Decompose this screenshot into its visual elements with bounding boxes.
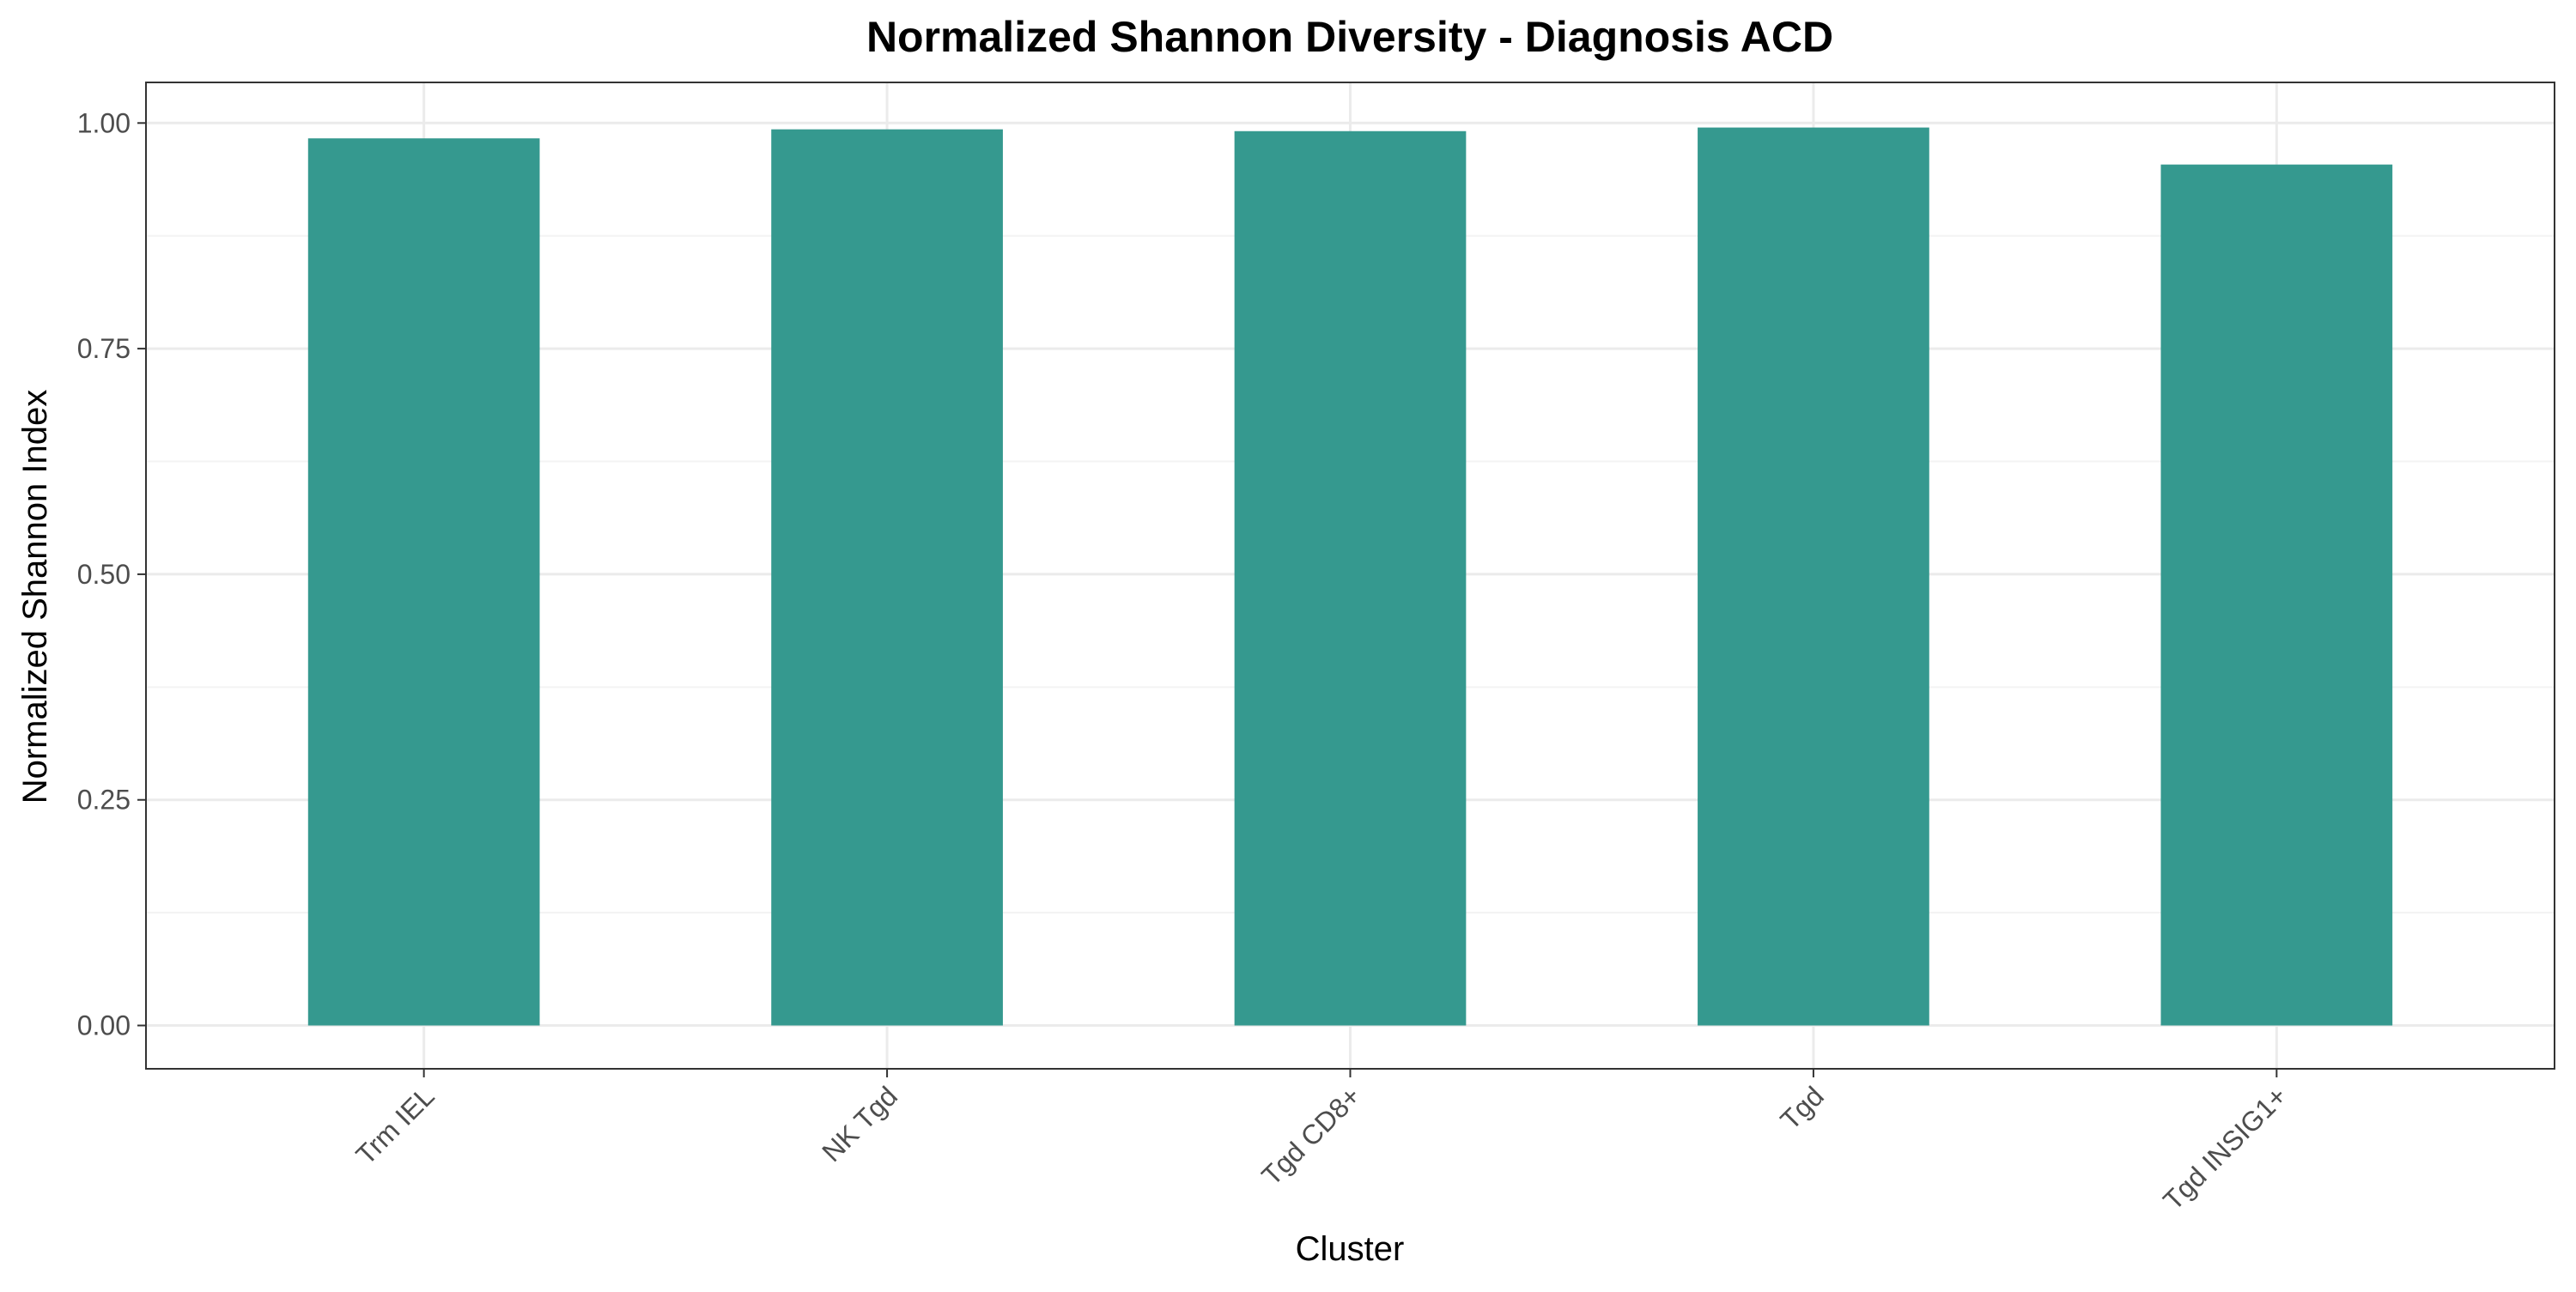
x-axis: Trm IEL NK Tgd Tgd CD8+ Tgd Tgd INSIG1+ — [350, 1069, 2293, 1216]
bar-tgd-cd8 — [1234, 130, 1467, 1026]
y-tick-label: 0.50 — [77, 559, 131, 590]
bar-trm-iel — [307, 138, 540, 1026]
y-axis-title: Normalized Shannon Index — [16, 390, 54, 804]
x-tick-label: NK Tgd — [816, 1080, 903, 1168]
x-tick-label: Tgd — [1774, 1080, 1829, 1135]
y-tick-label: 1.00 — [77, 107, 131, 138]
y-tick-label: 0.75 — [77, 333, 131, 364]
bars-layer — [307, 127, 2393, 1026]
x-tick-label: Tgd CD8+ — [1255, 1080, 1366, 1191]
y-tick-label: 0.25 — [77, 785, 131, 816]
x-tick-label: Tgd INSIG1+ — [2157, 1080, 2293, 1216]
y-tick-label: 0.00 — [77, 1010, 131, 1041]
x-tick-label: Trm IEL — [350, 1080, 440, 1170]
bar-nk-tgd — [771, 129, 1003, 1026]
bar-tgd-insig1 — [2160, 164, 2393, 1026]
x-axis-title: Cluster — [1296, 1230, 1405, 1268]
y-axis: 0.00 0.25 0.50 0.75 1.00 — [77, 107, 146, 1041]
bar-tgd — [1698, 127, 1929, 1026]
chart-title: Normalized Shannon Diversity - Diagnosis… — [866, 13, 1833, 61]
